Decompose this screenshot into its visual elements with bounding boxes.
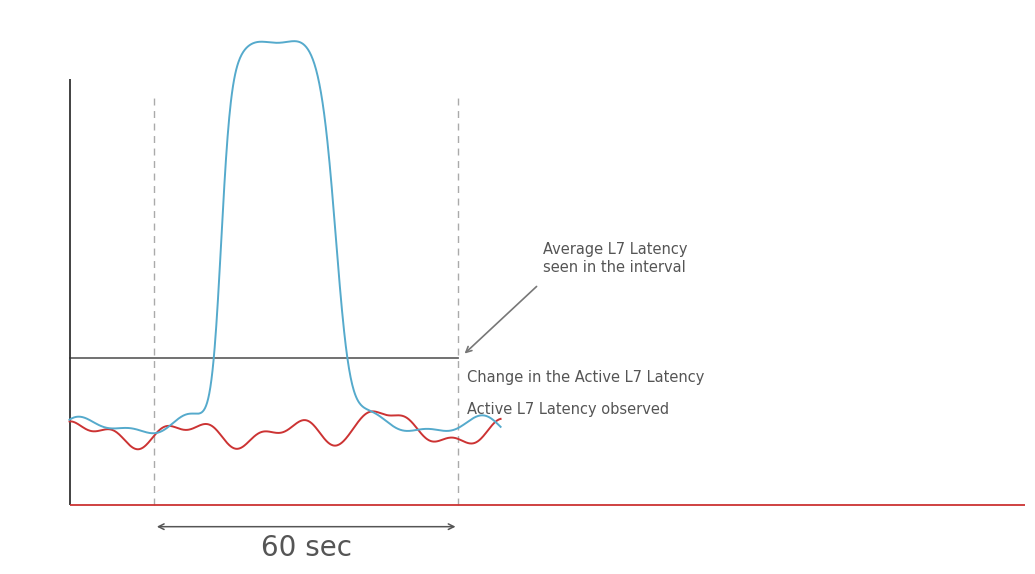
Text: Active L7 Latency observed: Active L7 Latency observed: [467, 402, 669, 417]
Text: Average L7 Latency
seen in the interval: Average L7 Latency seen in the interval: [543, 242, 687, 275]
Text: Change in the Active L7 Latency: Change in the Active L7 Latency: [467, 370, 704, 385]
Text: 60 sec: 60 sec: [261, 534, 352, 562]
